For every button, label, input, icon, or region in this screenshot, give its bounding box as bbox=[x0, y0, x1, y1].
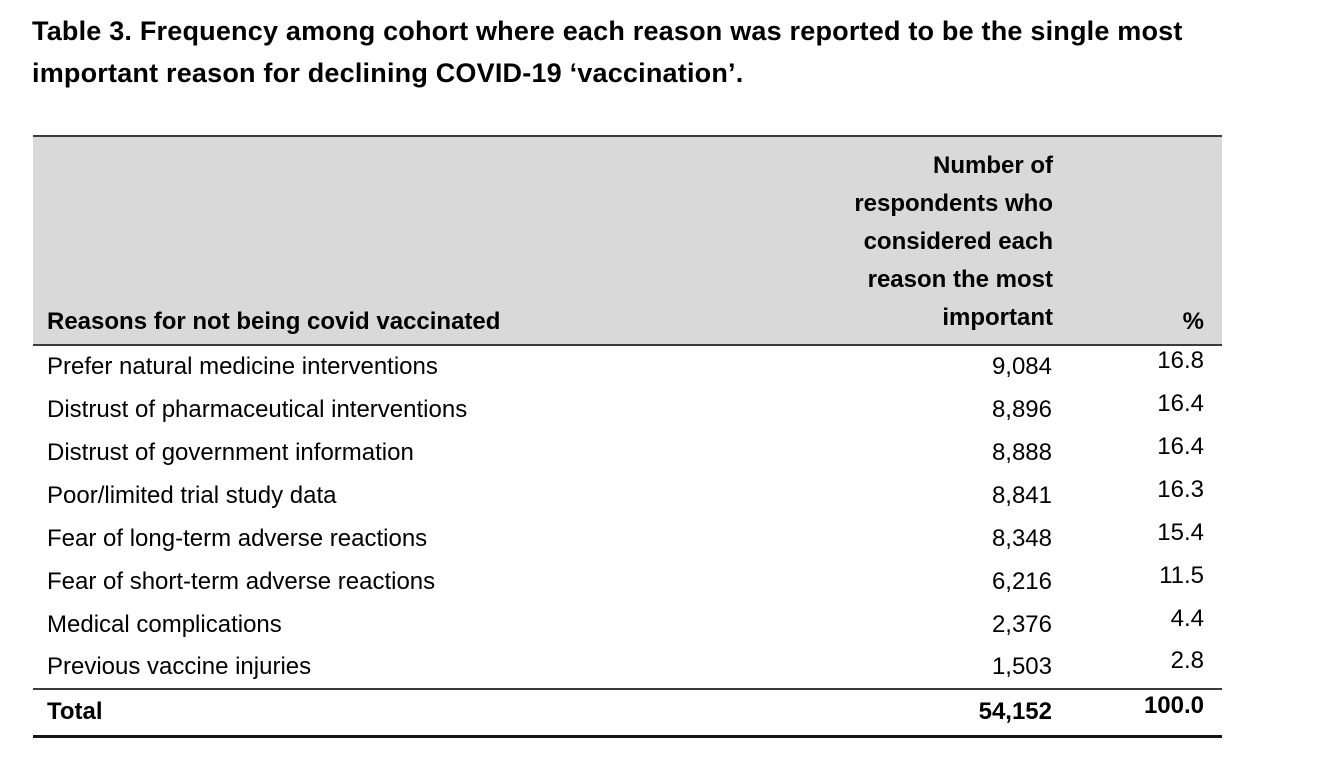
percent-value: 16.4 bbox=[1157, 389, 1204, 417]
count-cell: 8,896 bbox=[991, 395, 1052, 423]
page: Table 3. Frequency among cohort where ea… bbox=[0, 10, 1317, 763]
total-count-cell: 54,152 bbox=[978, 698, 1052, 726]
percent-value: 16.3 bbox=[1157, 475, 1204, 503]
percent-cell: 16.4 bbox=[1053, 431, 1222, 474]
table-row: Previous vaccine injuries 1,503 2.8 bbox=[33, 646, 1222, 689]
reason-cell: Distrust of government information bbox=[47, 438, 414, 466]
count-cell: 8,888 bbox=[991, 438, 1052, 466]
count-cell: 1,503 bbox=[991, 653, 1052, 680]
table-row: Medical complications 2,376 4.4 bbox=[33, 603, 1222, 646]
count-cell: 6,216 bbox=[991, 567, 1052, 595]
count-cell: 8,841 bbox=[991, 481, 1052, 509]
table-row: Poor/limited trial study data 8,841 16.3 bbox=[33, 474, 1222, 517]
percent-value: 16.8 bbox=[1157, 347, 1204, 374]
percent-cell: 16.8 bbox=[1053, 345, 1222, 388]
percent-value: 16.4 bbox=[1157, 432, 1204, 460]
total-percent-cell: 100.0 bbox=[1053, 689, 1222, 736]
percent-cell: 4.4 bbox=[1053, 603, 1222, 646]
column-header-percent: % bbox=[1053, 136, 1222, 345]
percent-cell: 15.4 bbox=[1053, 517, 1222, 560]
table-row: Fear of short-term adverse reactions 6,2… bbox=[33, 560, 1222, 603]
percent-value: 2.8 bbox=[1170, 647, 1204, 674]
percent-cell: 16.4 bbox=[1053, 388, 1222, 431]
column-header-respondent-count: Number of respondents who considered eac… bbox=[823, 136, 1053, 345]
total-percent-value: 100.0 bbox=[1143, 692, 1204, 720]
reason-cell: Fear of short-term adverse reactions bbox=[47, 567, 436, 595]
total-row: Total 54,152 100.0 bbox=[33, 689, 1222, 736]
percent-value: 11.5 bbox=[1159, 561, 1204, 589]
percent-value: 4.4 bbox=[1170, 604, 1204, 632]
count-cell: 2,376 bbox=[991, 610, 1052, 638]
table-row: Prefer natural medicine interventions 9,… bbox=[33, 345, 1222, 388]
count-cell: 9,084 bbox=[991, 353, 1052, 380]
reason-cell: Poor/limited trial study data bbox=[47, 481, 337, 509]
column-header-reasons: Reasons for not being covid vaccinated bbox=[33, 136, 823, 345]
reason-cell: Fear of long-term adverse reactions bbox=[47, 524, 428, 552]
table-row: Fear of long-term adverse reactions 8,34… bbox=[33, 517, 1222, 560]
total-label-cell: Total bbox=[47, 698, 103, 726]
header-row: Reasons for not being covid vaccinated N… bbox=[33, 136, 1222, 345]
frequency-table: Reasons for not being covid vaccinated N… bbox=[33, 135, 1222, 738]
percent-cell: 11.5 bbox=[1053, 560, 1222, 603]
reason-cell: Distrust of pharmaceutical interventions bbox=[47, 395, 468, 423]
reason-cell: Medical complications bbox=[47, 610, 282, 638]
reason-cell: Prefer natural medicine interventions bbox=[47, 353, 438, 380]
table-row: Distrust of government information 8,888… bbox=[33, 431, 1222, 474]
percent-value: 15.4 bbox=[1157, 518, 1204, 546]
percent-cell: 2.8 bbox=[1053, 646, 1222, 689]
table-caption: Table 3. Frequency among cohort where ea… bbox=[32, 16, 1183, 88]
table-row: Distrust of pharmaceutical interventions… bbox=[33, 388, 1222, 431]
count-cell: 8,348 bbox=[991, 524, 1052, 552]
percent-cell: 16.3 bbox=[1053, 474, 1222, 517]
reason-cell: Previous vaccine injuries bbox=[47, 653, 312, 680]
